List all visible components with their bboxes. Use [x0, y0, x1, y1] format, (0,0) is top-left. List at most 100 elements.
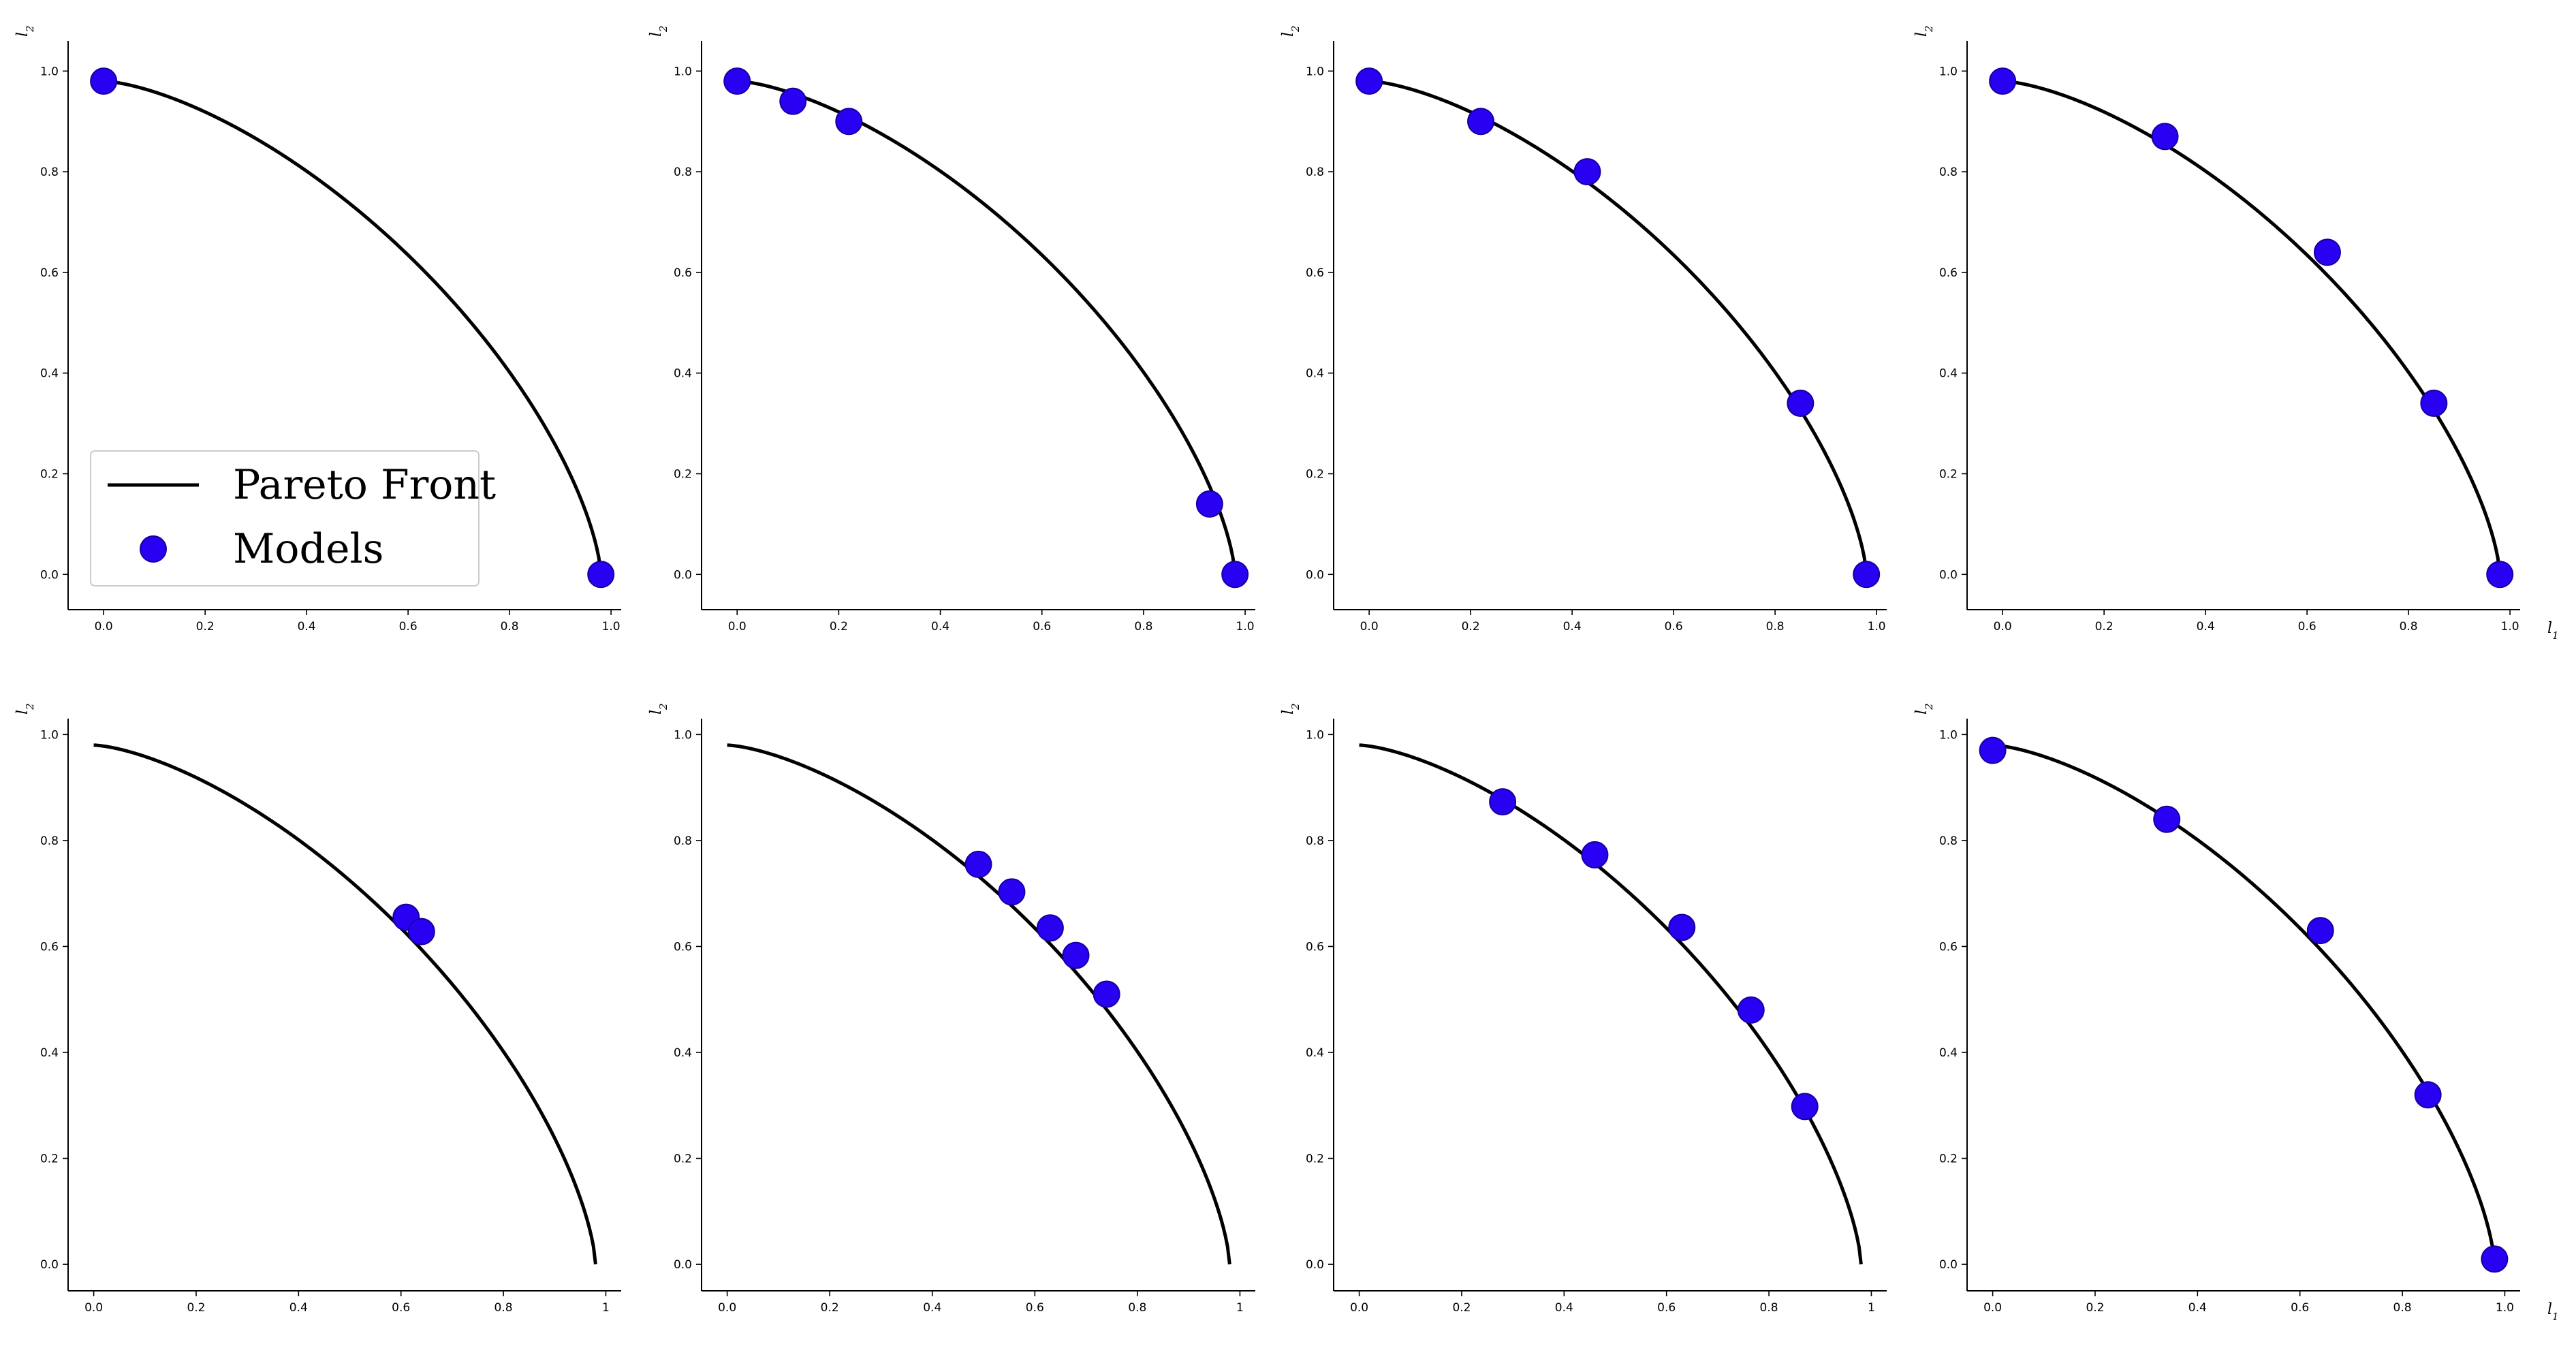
y-tick-label: 0.6	[1306, 940, 1324, 954]
y-tick-label: 1.0	[40, 65, 59, 78]
model-point	[1979, 736, 2007, 764]
legend: Pareto Front Models	[90, 450, 496, 586]
x-tick-label: 0.2	[2095, 620, 2114, 633]
x-tick-label: 0.6	[399, 620, 418, 633]
y-tick-label: 0.4	[1306, 367, 1324, 381]
model-point	[1093, 980, 1120, 1008]
x-tick-label: 0.8	[501, 620, 519, 633]
model-point	[1581, 841, 1609, 868]
model-point	[2306, 917, 2334, 945]
y-tick-label: 0.2	[1306, 467, 1324, 481]
x-tick-label: 0.4	[298, 620, 316, 633]
y-axis-label: l2	[1280, 25, 1302, 37]
model-point	[1989, 67, 2017, 95]
y-tick-label: 0.2	[1306, 1153, 1324, 1166]
x-tick-label: 0.4	[931, 620, 949, 633]
panel-1: 0.0 0.2 0.4 0.6 0.8 1.0 0.0 0.2 0.4 0.6 0.8 1.0 l2 Pa…	[14, 25, 621, 633]
pareto-front-line	[1359, 743, 1863, 1265]
y-tick-label: 0.6	[1939, 940, 1958, 954]
x-tick-label: 0.4	[2197, 620, 2215, 633]
x-tick-label: 0.2	[830, 620, 848, 633]
y-tick-label: 0.8	[40, 166, 59, 179]
legend-label-models: Models	[233, 525, 383, 573]
model-point	[1573, 158, 1601, 186]
y-tick-label: 0.6	[674, 940, 692, 954]
model-point	[1853, 561, 1881, 589]
y-tick-label: 0.4	[1939, 367, 1958, 381]
y-axis-label: l2	[648, 25, 670, 37]
y-tick-label: 0.8	[1939, 834, 1958, 848]
x-tick-label: 0.2	[2086, 1301, 2104, 1315]
model-point	[1791, 1093, 1819, 1121]
pareto-front-line	[93, 743, 597, 1265]
x-tick-label: 0.6	[1657, 1301, 1676, 1315]
model-point	[2481, 1245, 2509, 1273]
y-tick-label: 1.0	[1939, 728, 1958, 742]
x-tick-label: 0.6	[1026, 1301, 1044, 1315]
x-tick-label: 0.0	[718, 1301, 736, 1315]
model-point	[407, 918, 435, 945]
model-point	[2486, 561, 2514, 589]
y-tick-label: 0.0	[1306, 568, 1324, 582]
x-tick-label: 1	[1868, 1301, 1875, 1315]
y-axis-label: l2	[648, 703, 670, 715]
y-axis-label: l2	[1913, 703, 1935, 715]
panel-8: 0.0 0.2 0.4 0.6 0.8 1.0 0.0 0.2 0.4 0.6 0.8 1.0 l2 l1	[1913, 703, 2559, 1323]
y-tick-label: 1.0	[674, 728, 692, 742]
x-tick-label: 0.2	[187, 1301, 205, 1315]
y-tick-label: 0.4	[1306, 1046, 1324, 1060]
x-tick-label: 0.0	[84, 1301, 103, 1315]
x-tick-label: 0.2	[1462, 620, 1480, 633]
panel-3: 0.0 0.2 0.4 0.6 0.8 1.0 0.0 0.2 0.4 0.6 0.8 1.0 l2	[1280, 25, 1887, 633]
x-tick-label: 0.4	[923, 1301, 941, 1315]
pareto-front-line	[1992, 743, 2496, 1265]
y-tick-label: 1.0	[40, 728, 59, 742]
x-tick-label: 0.4	[2188, 1301, 2207, 1315]
y-tick-label: 0.8	[1306, 834, 1324, 848]
pareto-front-line	[1369, 79, 1868, 575]
model-point	[723, 67, 751, 95]
y-tick-label: 0.0	[674, 1258, 692, 1272]
y-tick-label: 0.8	[1306, 166, 1324, 179]
model-point	[2313, 238, 2341, 266]
y-tick-label: 0.6	[674, 266, 692, 280]
y-tick-label: 0.6	[40, 266, 59, 280]
x-tick-label: 0.2	[1452, 1301, 1471, 1315]
y-axis-label: l2	[1280, 703, 1302, 715]
pareto-front-line	[727, 743, 1231, 1265]
x-tick-label: 0.6	[2291, 1301, 2309, 1315]
y-tick-label: 0.2	[40, 467, 59, 481]
x-tick-label: 1.0	[2501, 620, 2519, 633]
y-tick-label: 0.4	[40, 1046, 59, 1060]
x-tick-label: 1.0	[602, 620, 621, 633]
model-point	[998, 878, 1026, 906]
x-tick-label: 0.0	[1994, 620, 2012, 633]
model-point	[2414, 1081, 2442, 1109]
model-point	[1467, 108, 1495, 136]
y-tick-label: 0.6	[40, 940, 59, 954]
y-tick-label: 1.0	[1306, 65, 1324, 78]
y-tick-label: 0.6	[1306, 266, 1324, 280]
model-point	[1787, 390, 1815, 418]
y-tick-label: 0.4	[674, 1046, 692, 1060]
x-tick-label: 1	[1236, 1301, 1244, 1315]
x-tick-label: 0.8	[1760, 1301, 1778, 1315]
x-tick-label: 0.6	[1665, 620, 1683, 633]
pareto-front-line	[737, 79, 1237, 575]
panel-7: 0.0 0.2 0.4 0.6 0.8 1 0.0 0.2 0.4 0.6 0.8 1.0 l2	[1280, 703, 1887, 1315]
y-tick-label: 0.0	[40, 568, 59, 582]
x-tick-label: 0.2	[196, 620, 215, 633]
x-tick-label: 1.0	[1236, 620, 1255, 633]
y-axis-label: l2	[14, 25, 36, 37]
y-tick-label: 0.8	[1939, 166, 1958, 179]
x-tick-label: 1.0	[2496, 1301, 2514, 1315]
y-axis-label: l2	[14, 703, 36, 715]
model-point	[1036, 914, 1064, 942]
pareto-front-line	[104, 79, 603, 575]
y-tick-label: 1.0	[1939, 65, 1958, 78]
model-point	[2151, 123, 2179, 151]
x-tick-label: 0.2	[821, 1301, 839, 1315]
y-tick-label: 0.0	[1939, 1258, 1958, 1272]
y-tick-label: 0.6	[1939, 266, 1958, 280]
